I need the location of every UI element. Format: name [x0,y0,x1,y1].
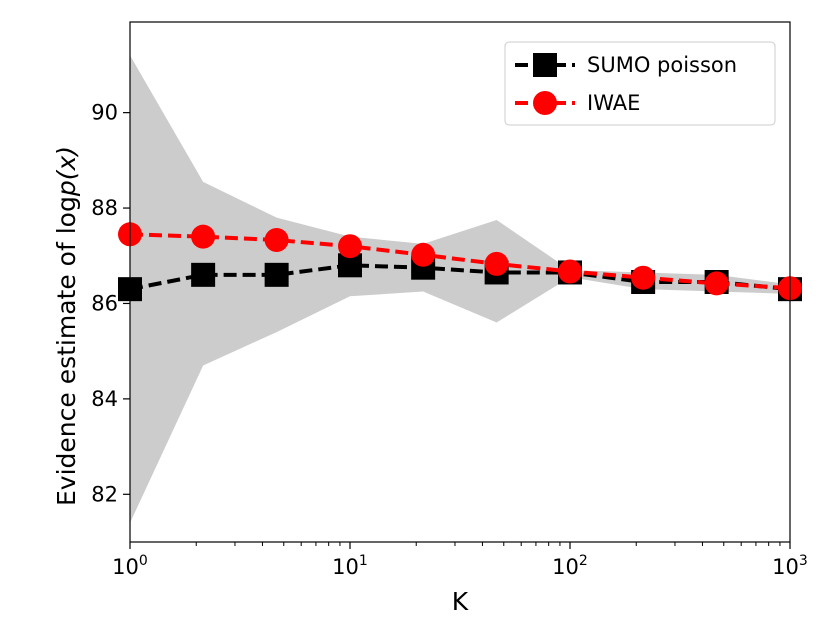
legend-label-iwae: IWAE [587,91,640,115]
data-point-sumo-poisson [191,262,216,287]
y-tick-label: 82 [91,482,118,506]
x-tick-label: 100 [112,553,148,579]
sumo-uncertainty-band [130,55,790,523]
data-point-iwae [264,228,289,253]
x-axis-label: K [452,587,469,616]
legend-marker-iwae [533,91,557,115]
data-point-iwae [484,251,509,276]
data-point-sumo-poisson [338,253,362,278]
legend-marker-sumo [533,53,557,77]
plot-frame [129,21,791,543]
data-point-iwae [338,234,362,259]
x-tick-label: 103 [772,553,808,579]
y-axis-label: Evidence estimate of logp(x) [52,146,81,506]
uncertainty-band-layer [130,55,790,523]
series-line-iwae [129,232,791,291]
legend-label-sumo: SUMO poisson [587,53,737,77]
data-point-iwae [191,224,216,249]
x-tick-label: 102 [552,553,588,579]
data-point-sumo-poisson [264,262,289,287]
y-axis-label-math: p(x) [52,146,81,197]
legend: SUMO poisson IWAE [504,41,776,126]
y-tick-label: 86 [91,291,118,315]
series-layer [118,222,802,302]
data-point-iwae [411,242,436,267]
x-tick-label: 101 [332,553,368,579]
x-axis-ticks: 100 101 102 103 [112,542,808,579]
data-point-iwae [558,259,582,284]
data-point-iwae [704,271,729,296]
data-point-iwae [631,265,656,290]
y-axis-label-prefix: Evidence estimate of log [52,196,81,506]
y-tick-label: 90 [91,101,118,125]
y-axis-ticks: 82 84 86 88 90 [91,101,130,506]
y-tick-label: 84 [91,387,118,411]
y-tick-label: 88 [91,196,118,220]
